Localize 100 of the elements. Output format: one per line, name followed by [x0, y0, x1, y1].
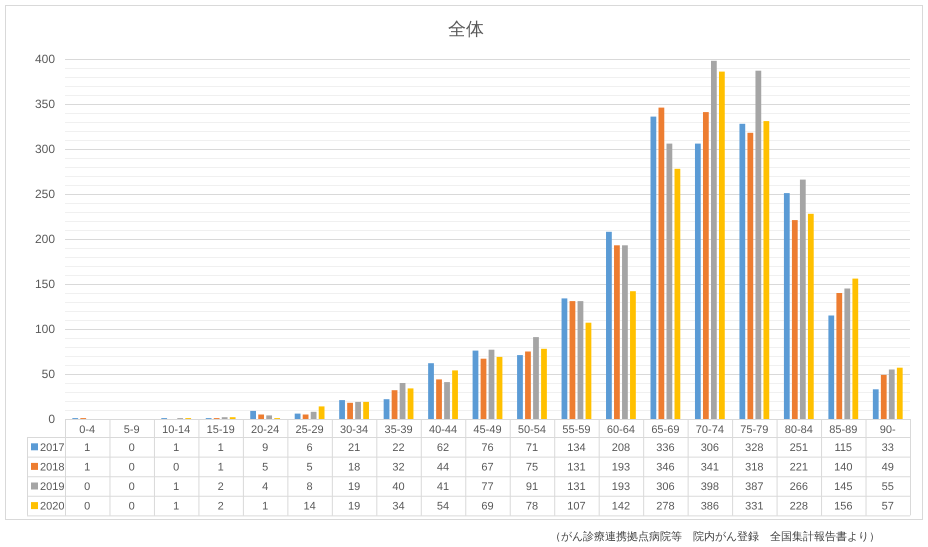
- x-tick-label: 80-84: [784, 424, 813, 436]
- data-label: 278: [656, 500, 675, 513]
- data-label: 71: [526, 442, 538, 454]
- data-label: 1: [84, 461, 90, 474]
- data-label: 1: [173, 500, 180, 513]
- x-tick-label: 20-24: [251, 424, 280, 436]
- x-tick-label: 35-39: [384, 424, 413, 436]
- data-label: 22: [392, 442, 405, 454]
- data-label: 131: [567, 461, 586, 474]
- data-label: 142: [612, 500, 630, 513]
- x-tick-label: 75-79: [740, 424, 768, 436]
- data-label: 62: [436, 442, 450, 454]
- data-label: 193: [612, 481, 630, 493]
- data-label: 221: [790, 461, 808, 474]
- legend-label: 2019: [40, 481, 64, 493]
- y-tick-label: 150: [34, 277, 55, 291]
- x-tick-label: 15-19: [206, 424, 235, 436]
- data-label: 336: [656, 442, 675, 454]
- data-label: 6: [306, 442, 313, 454]
- y-tick-label: 0: [48, 412, 55, 426]
- data-label: 32: [392, 461, 405, 474]
- data-label: 115: [834, 442, 852, 454]
- y-tick-label: 350: [34, 97, 55, 111]
- data-label: 266: [790, 481, 808, 493]
- data-label: 1: [173, 442, 180, 454]
- data-label: 77: [481, 481, 494, 493]
- data-label: 398: [700, 481, 720, 493]
- data-label: 40: [392, 481, 405, 493]
- data-label: 1: [262, 500, 268, 513]
- x-tick-label: 55-59: [562, 424, 591, 436]
- data-label: 228: [790, 500, 808, 513]
- x-tick-label: 60-64: [606, 424, 635, 436]
- data-label: 41: [436, 481, 450, 493]
- data-label: 387: [745, 481, 764, 493]
- x-tick-label: 50-54: [518, 424, 546, 436]
- data-label: 328: [745, 442, 764, 454]
- data-label: 251: [790, 442, 808, 454]
- x-tick-label: 0-4: [79, 424, 96, 436]
- y-tick-label: 250: [34, 187, 55, 201]
- x-tick-label: 40-44: [428, 424, 458, 436]
- data-label: 54: [436, 500, 450, 513]
- legend-label: 2020: [40, 500, 64, 513]
- y-tick-label: 50: [42, 367, 55, 381]
- annotation: （がん診療連携拠点病院等 院内がん登録 全国集計報告書より）: [550, 531, 880, 543]
- data-label: 14: [303, 500, 316, 513]
- data-label: 78: [526, 500, 538, 513]
- data-label: 19: [348, 500, 360, 513]
- data-label: 0: [128, 481, 135, 493]
- data-label: 145: [834, 481, 852, 493]
- data-label: 2: [218, 481, 224, 493]
- x-tick-label: 25-29: [296, 424, 324, 436]
- y-tick-label: 300: [34, 142, 55, 156]
- data-label: 69: [481, 500, 494, 513]
- data-label: 1: [84, 442, 90, 454]
- data-label: 134: [567, 442, 586, 454]
- data-label: 306: [700, 442, 720, 454]
- data-label: 0: [128, 500, 135, 513]
- data-label: 140: [834, 461, 852, 474]
- data-label: 0: [128, 461, 135, 474]
- y-tick-label: 200: [34, 232, 55, 246]
- data-label: 131: [567, 481, 586, 493]
- x-tick-label: 10-14: [162, 424, 190, 436]
- x-tick-label: 45-49: [473, 424, 502, 436]
- data-label: 208: [612, 442, 630, 454]
- data-label: 193: [612, 461, 630, 474]
- data-label: 49: [882, 461, 894, 474]
- data-label: 76: [481, 442, 494, 454]
- data-label: 1: [173, 481, 180, 493]
- data-label: 107: [567, 500, 586, 513]
- legend-label: 2018: [40, 461, 64, 474]
- data-label: 306: [656, 481, 675, 493]
- data-label: 34: [392, 500, 405, 513]
- x-tick-label: 65-69: [651, 424, 680, 436]
- data-label: 44: [436, 461, 450, 474]
- data-label: 5: [262, 461, 268, 474]
- y-tick-label: 100: [34, 322, 55, 336]
- data-label: 9: [262, 442, 268, 454]
- data-label: 1: [218, 442, 224, 454]
- data-label: 346: [656, 461, 675, 474]
- x-tick-label: 5-9: [124, 424, 140, 436]
- data-label: 5: [306, 461, 313, 474]
- data-label: 331: [745, 500, 764, 513]
- data-label: 0: [128, 442, 135, 454]
- x-tick-label: 30-34: [340, 424, 368, 436]
- title: 全体: [448, 19, 484, 39]
- data-label: 67: [481, 461, 494, 474]
- data-label: 75: [526, 461, 538, 474]
- data-label: 55: [882, 481, 894, 493]
- x-tick-label: 90-: [880, 424, 896, 436]
- data-label: 341: [700, 461, 720, 474]
- data-label: 18: [348, 461, 360, 474]
- data-label: 318: [745, 461, 764, 474]
- data-label: 156: [834, 500, 852, 513]
- y-tick-label: 400: [34, 52, 55, 66]
- data-label: 57: [882, 500, 894, 513]
- data-label: 4: [262, 481, 268, 493]
- data-label: 8: [306, 481, 313, 493]
- data-label: 386: [700, 500, 720, 513]
- data-label: 19: [348, 481, 360, 493]
- data-label: 0: [84, 481, 90, 493]
